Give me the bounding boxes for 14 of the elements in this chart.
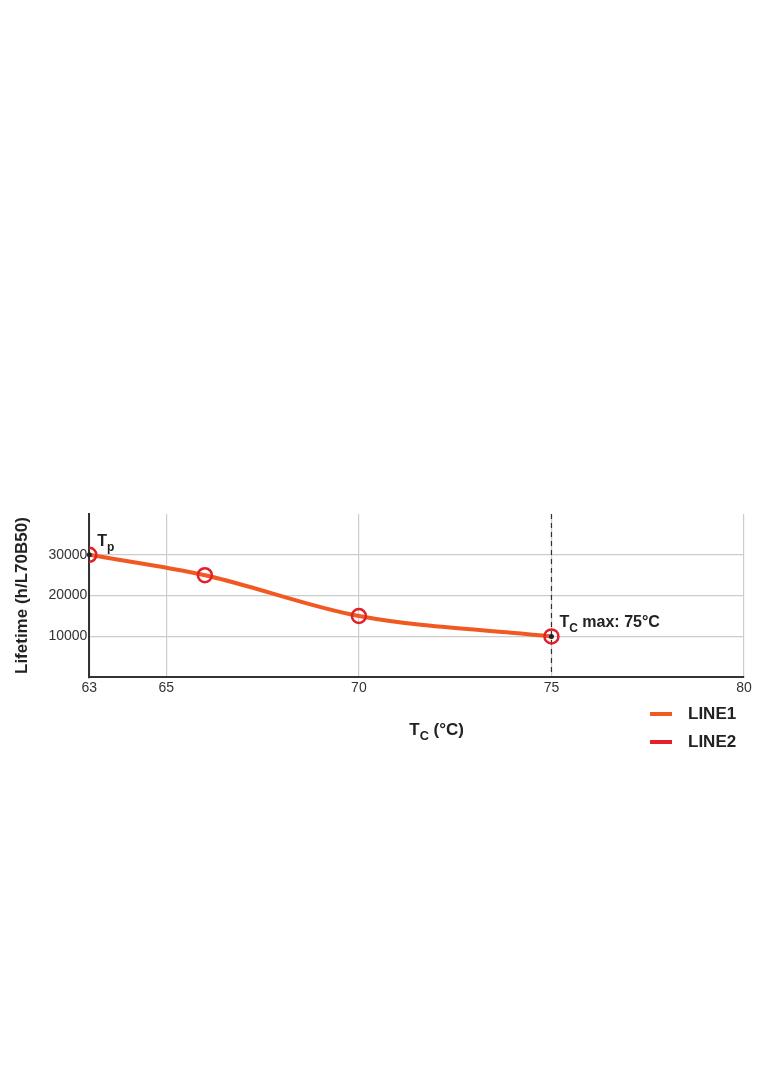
y-tick-label: 20000 bbox=[48, 586, 88, 603]
x-tick-label: 63 bbox=[81, 679, 98, 696]
x-tick-label: 80 bbox=[736, 679, 752, 696]
point bbox=[543, 628, 560, 645]
x-tick-label: 75 bbox=[543, 679, 560, 696]
y-axis-title: Lifetime (h/L70B50) bbox=[11, 517, 31, 675]
x-tick-label: 65 bbox=[158, 679, 175, 696]
point bbox=[196, 566, 214, 584]
legend-label: LINE2 bbox=[688, 732, 737, 752]
point bbox=[350, 607, 368, 625]
x-tick-label: 70 bbox=[351, 679, 367, 696]
legend-label: LINE1 bbox=[688, 704, 737, 724]
y-tick-label: 10000 bbox=[48, 627, 88, 644]
y-tick-label: 30000 bbox=[48, 545, 88, 562]
